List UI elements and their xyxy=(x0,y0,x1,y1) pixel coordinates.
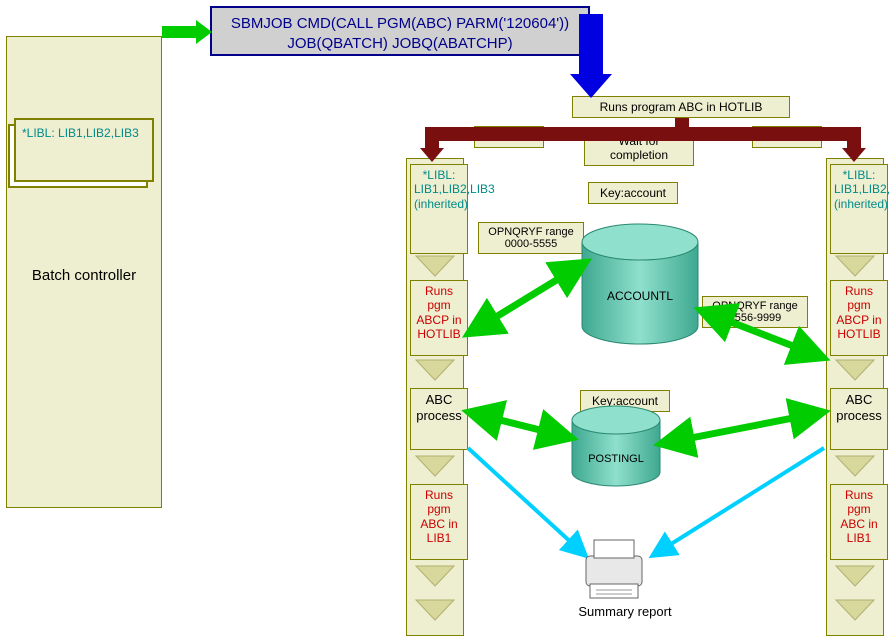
stream-2-run-abcp: Runs pgm ABCP in HOTLIB xyxy=(830,280,888,356)
batch-controller-libl-text: *LIBL: LIB1,LIB2,LIB3 xyxy=(22,126,139,140)
stream-2-libl: *LIBL: LIB1,LIB2,LIB3 (inherited) xyxy=(830,164,888,254)
cmd-line-2: JOB(QBATCH) JOBQ(ABATCHP) xyxy=(216,34,584,54)
summary-report-label: Summary report xyxy=(560,604,690,619)
key-account-2: Key:account xyxy=(580,390,670,412)
sbmjob-command-box: SBMJOB CMD(CALL PGM(ABC) PARM('120604'))… xyxy=(210,6,590,56)
stream-2-abc-process: ABC process xyxy=(830,388,888,450)
opnqryf-left: OPNQRYF range 0000-5555 xyxy=(478,222,584,254)
stream-1-label: Stream 1 xyxy=(474,126,544,148)
printer-icon xyxy=(586,540,642,598)
postingl-text: POSTINGL xyxy=(588,453,644,465)
stream-1-abc-process: ABC process xyxy=(410,388,468,450)
arrow-batch-to-cmd xyxy=(162,20,212,44)
wait-for-completion-label: Wait for completion xyxy=(584,130,694,166)
batch-controller-panel: Batch controller xyxy=(6,36,162,508)
stream-1-libl: *LIBL: LIB1,LIB2,LIB3 (inherited) xyxy=(410,164,468,254)
arrow-account-left xyxy=(468,262,586,334)
cylinder-accountl: ACCOUNTL xyxy=(582,224,698,344)
stream-2-label: Stream 2 xyxy=(752,126,822,148)
stream-1-run-abcp: Runs pgm ABCP in HOTLIB xyxy=(410,280,468,356)
cmd-line-1: SBMJOB CMD(CALL PGM(ABC) PARM('120604')) xyxy=(216,14,584,34)
stream-1-run-abc-lib1: Runs pgm ABC in LIB1 xyxy=(410,484,468,560)
arrow-posting-left xyxy=(468,412,572,438)
arrow-cyan-right xyxy=(652,448,824,556)
stream-2-run-abc-lib1: Runs pgm ABC in LIB1 xyxy=(830,484,888,560)
cylinder-postingl: POSTINGL xyxy=(572,406,660,486)
batch-controller-title: Batch controller xyxy=(7,267,161,284)
accountl-text: ACCOUNTL xyxy=(607,289,673,303)
arrow-posting-right xyxy=(660,412,824,444)
diagram-stage: { "colors": { "panel_bg": "#eeeed0", "pa… xyxy=(0,0,890,640)
opnqryf-right: OPNQRYF range 5556-9999 xyxy=(702,296,808,328)
batch-controller-libl: *LIBL: LIB1,LIB2,LIB3 xyxy=(14,118,154,182)
key-account-1: Key:account xyxy=(588,182,678,204)
arrow-cyan-left xyxy=(468,448,586,556)
run-hotlib-label: Runs program ABC in HOTLIB xyxy=(572,96,790,118)
